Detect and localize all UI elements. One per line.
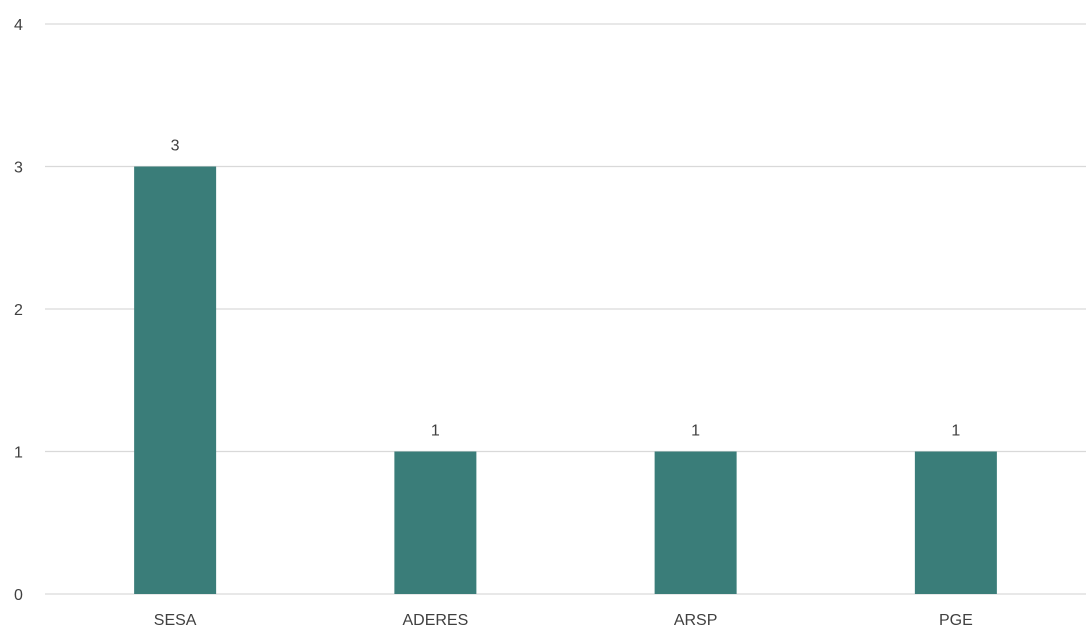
y-tick-label: 3 xyxy=(14,160,23,177)
data-label: 1 xyxy=(691,423,700,440)
y-tick-label: 4 xyxy=(14,17,23,34)
category-label: SESA xyxy=(154,612,197,629)
y-tick-label: 1 xyxy=(14,445,23,462)
bar-aderes xyxy=(394,451,477,594)
x-axis-categories: SESA ADERES ARSP PGE xyxy=(154,612,973,629)
category-label: ADERES xyxy=(402,612,468,629)
y-tick-label: 2 xyxy=(14,302,23,319)
bar-arsp xyxy=(654,451,737,594)
bar-sesa xyxy=(134,166,217,594)
data-label: 1 xyxy=(431,423,440,440)
bars xyxy=(134,166,997,594)
y-tick-label: 0 xyxy=(14,587,23,604)
data-label: 1 xyxy=(951,423,960,440)
data-label: 3 xyxy=(171,138,180,155)
category-label: ARSP xyxy=(674,612,718,629)
data-labels: 3 1 1 1 xyxy=(171,138,961,440)
category-label: PGE xyxy=(939,612,973,629)
gridlines xyxy=(45,23,1086,595)
y-axis-ticks: 0 1 2 3 4 xyxy=(14,17,23,604)
bar-pge xyxy=(914,451,997,594)
